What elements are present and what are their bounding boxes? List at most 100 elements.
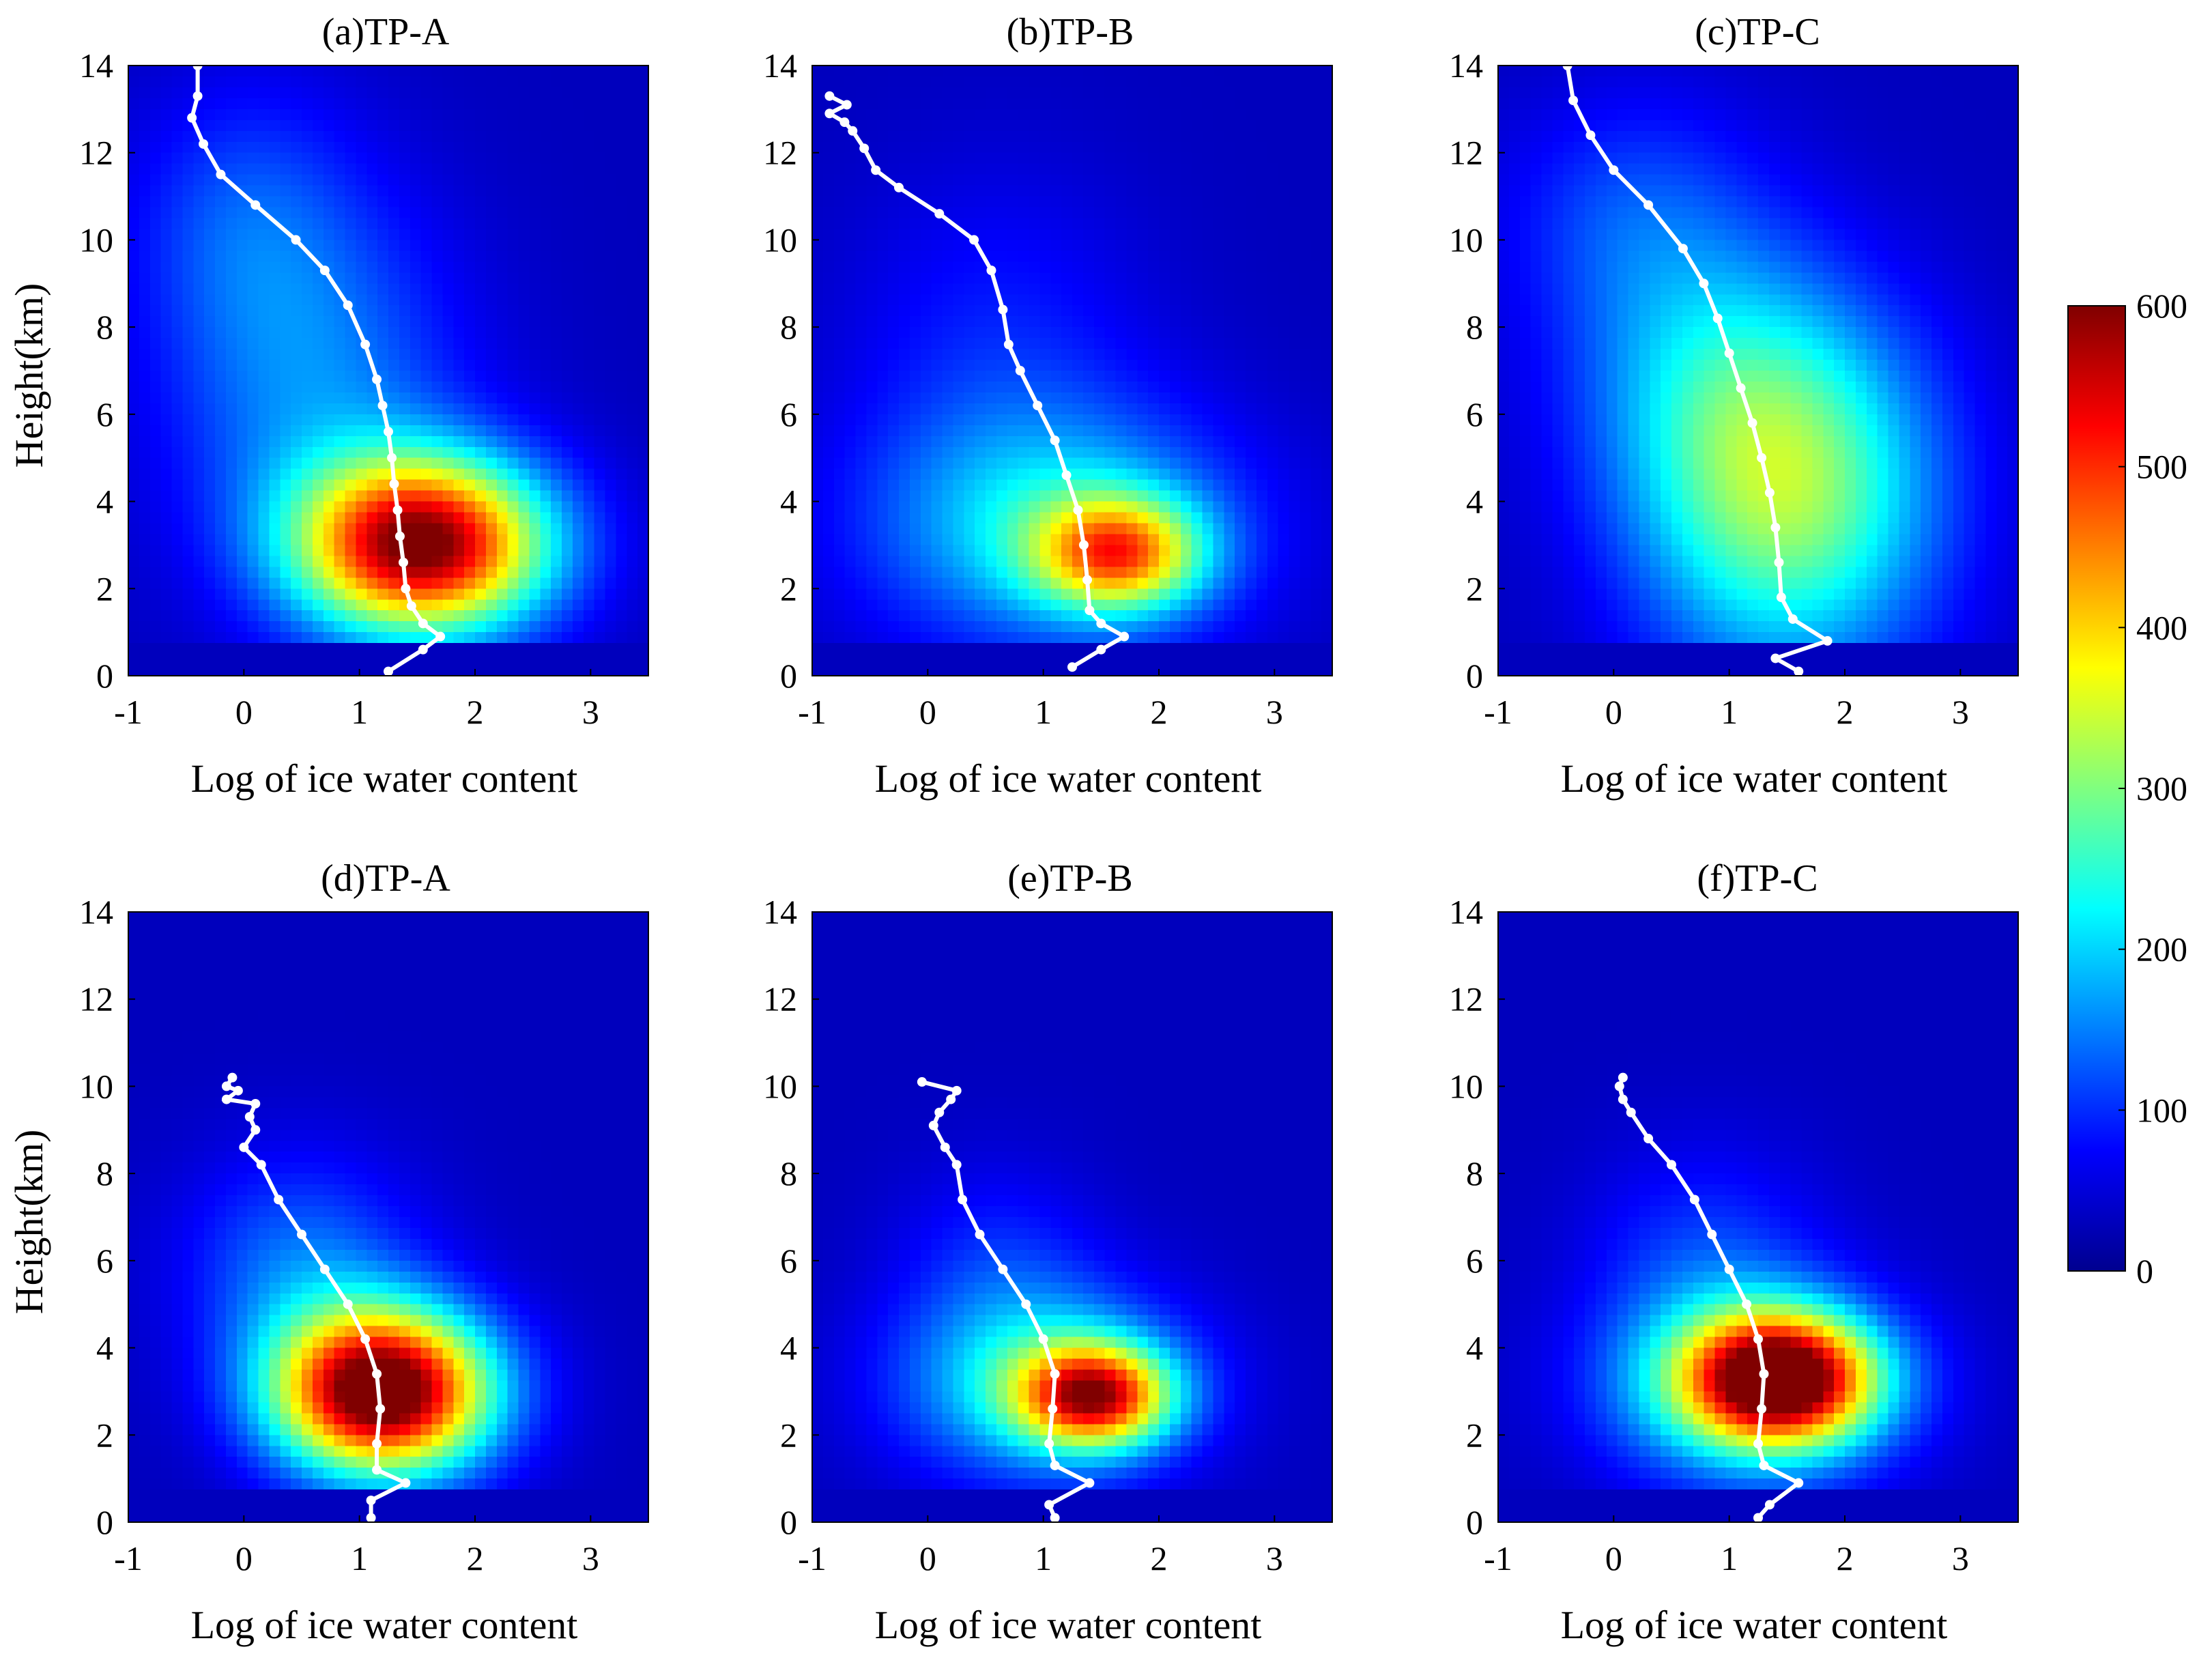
profile-point: [1119, 631, 1130, 642]
profile-point: [1794, 666, 1804, 676]
profile-point: [1038, 1334, 1048, 1344]
plot-frame: [1497, 911, 2019, 1523]
profile-point: [1050, 1369, 1060, 1379]
y-tick-label: 12: [1449, 980, 1483, 1018]
y-tick-labels: 0 2 4 6 8 10 12 14: [79, 46, 135, 695]
x-axis-label: Log of ice water content: [191, 756, 578, 801]
profile-point: [1787, 614, 1798, 624]
y-tick-label: 6: [1466, 395, 1483, 433]
profile-point: [291, 235, 301, 245]
profile-point: [1736, 383, 1746, 393]
y-tick-label: 0: [1466, 1503, 1483, 1541]
y-tick-label: 14: [79, 46, 113, 85]
plot-frame: [128, 911, 649, 1523]
profile-point: [958, 1195, 968, 1205]
y-tick-label: 14: [1449, 893, 1483, 931]
profile-point: [1067, 662, 1077, 672]
x-axis-label: Log of ice water content: [191, 1603, 578, 1647]
y-tick-label: 0: [780, 657, 797, 695]
panel-title: (b)TP-B: [1007, 11, 1134, 53]
x-tick-label: 3: [1952, 693, 1969, 731]
y-tick-label: 14: [763, 46, 797, 85]
y-tick-label: 12: [763, 134, 797, 172]
profile-point: [928, 1120, 938, 1130]
y-tick-label: 2: [96, 569, 113, 608]
y-tick-labels: 0 2 4 6 8 10 12 14: [1449, 893, 1505, 1541]
x-tick-label: 3: [1952, 1539, 1969, 1577]
x-tick-label: 0: [235, 693, 253, 731]
profile-point: [1643, 1134, 1654, 1144]
y-tick-label: 6: [780, 1242, 797, 1280]
y-tick-label: 12: [763, 980, 797, 1018]
colorbar: 0 100 200 300 400 500 600: [2067, 287, 2187, 1290]
profile-point: [343, 1299, 353, 1309]
profile-point: [389, 479, 399, 489]
x-tick-label: 1: [1035, 693, 1052, 731]
y-tick-label: 4: [1466, 1329, 1483, 1367]
profile-point: [372, 1439, 382, 1449]
profile-point: [221, 1094, 231, 1104]
profile-point: [372, 1369, 382, 1379]
profile-point: [824, 109, 835, 119]
profile-point: [1061, 470, 1072, 481]
y-tick-label: 8: [96, 1154, 113, 1192]
profile-point: [250, 1098, 261, 1109]
x-tick-label: 0: [919, 693, 936, 731]
profile-point: [227, 1072, 238, 1083]
y-tick-label: 10: [763, 1067, 797, 1105]
profile-point: [1626, 1107, 1636, 1117]
y-tick-label: 4: [780, 1329, 797, 1367]
y-tick-label: 12: [79, 980, 113, 1018]
profile-point: [1021, 1299, 1031, 1309]
profile-point: [951, 1085, 962, 1096]
y-tick-label: 4: [96, 483, 113, 521]
profile-point: [1085, 1478, 1095, 1488]
profile-point: [1585, 130, 1596, 141]
x-axis-label: Log of ice water content: [875, 756, 1262, 801]
profile-point: [216, 169, 226, 180]
profile-point: [1822, 635, 1833, 646]
profile-point: [372, 1465, 382, 1475]
y-tick-label: 2: [96, 1416, 113, 1454]
profile-point: [1764, 487, 1775, 498]
profile-point: [975, 1229, 985, 1240]
profile-point: [1096, 644, 1106, 655]
y-tick-label: 12: [79, 134, 113, 172]
colorbar-tick-label: 300: [2136, 769, 2187, 807]
profile-point: [360, 1334, 371, 1344]
panel-title: (d)TP-A: [321, 857, 450, 900]
y-axis-label: Height(km): [7, 1130, 51, 1315]
y-tick-label: 8: [780, 1154, 797, 1192]
profile-point: [187, 113, 197, 123]
profile-layer: [1562, 61, 1833, 676]
profile-point: [239, 1142, 249, 1152]
profile-point: [946, 1094, 956, 1104]
y-tick-label: 8: [780, 308, 797, 346]
profile-point: [360, 339, 371, 349]
profile-point: [297, 1229, 306, 1240]
plot-frame: [811, 65, 1333, 676]
profile-point: [998, 304, 1008, 315]
y-tick-label: 8: [1466, 1154, 1483, 1192]
plot-frame: [128, 65, 649, 676]
panel-title: (f)TP-C: [1697, 857, 1818, 900]
x-tick-label: 3: [1266, 693, 1283, 731]
x-tick-label: 0: [1605, 693, 1622, 731]
profile-point: [387, 453, 397, 463]
profile-point: [418, 644, 428, 655]
heatmap: [1498, 66, 2018, 676]
profile-point: [1618, 1072, 1628, 1083]
y-tick-label: 0: [96, 657, 113, 695]
profile-point: [343, 300, 353, 311]
x-tick-label: 3: [582, 693, 599, 731]
x-axis-label: Log of ice water content: [1561, 756, 1948, 801]
colorbar-tick-label: 500: [2136, 448, 2187, 486]
x-tick-label: 0: [235, 1539, 253, 1577]
colorbar-tick-label: 0: [2136, 1252, 2153, 1290]
y-tick-label: 8: [1466, 308, 1483, 346]
y-tick-label: 10: [1449, 1067, 1483, 1105]
profile-point: [401, 584, 411, 594]
